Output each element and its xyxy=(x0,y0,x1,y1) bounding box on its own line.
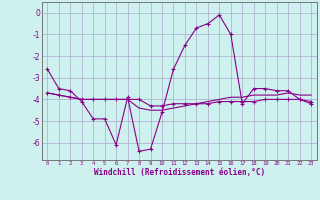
X-axis label: Windchill (Refroidissement éolien,°C): Windchill (Refroidissement éolien,°C) xyxy=(94,168,265,177)
